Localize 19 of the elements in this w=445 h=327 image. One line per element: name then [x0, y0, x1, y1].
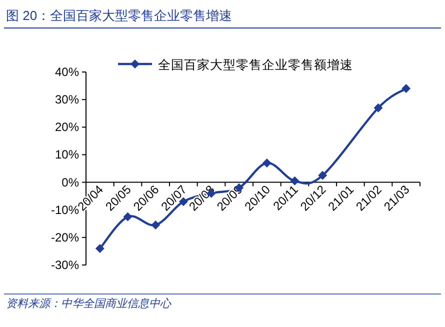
y-tick-label: 0% — [62, 175, 80, 190]
y-tick-label: -20% — [50, 230, 80, 244]
y-tick-label: -10% — [50, 202, 80, 217]
y-tick-label: 40% — [54, 65, 80, 79]
point — [123, 212, 132, 222]
point — [290, 176, 300, 186]
chart-title: 图 20：全国百家大型零售企业零售增速 — [6, 8, 232, 23]
text: 资料来源：中华全国商业信息中心 — [6, 297, 172, 310]
y-tick-label: -30% — [50, 258, 80, 272]
y-tick-label: 10% — [54, 148, 80, 162]
point — [318, 170, 328, 180]
y-tick-label: 20% — [54, 120, 80, 134]
point — [374, 103, 383, 112]
legend-label: 全国百家大型零售企业零售额增速 — [158, 57, 353, 72]
point — [402, 84, 411, 94]
y-tick-label: 30% — [54, 92, 80, 107]
point — [151, 220, 160, 230]
point — [262, 158, 272, 168]
point — [95, 244, 104, 253]
